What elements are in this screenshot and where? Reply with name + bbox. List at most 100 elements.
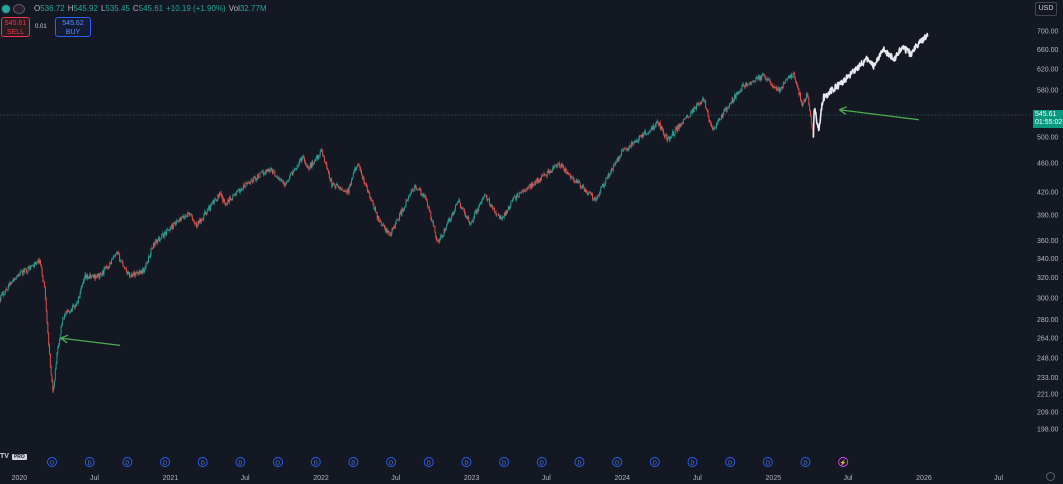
candle-body xyxy=(737,92,739,94)
candle-body xyxy=(146,262,148,264)
candle xyxy=(466,215,468,221)
candle-body xyxy=(776,86,778,91)
candle xyxy=(644,128,646,136)
candle xyxy=(262,169,263,174)
candle xyxy=(372,199,374,206)
candle-body xyxy=(233,195,235,196)
candle xyxy=(622,148,624,152)
candle-body xyxy=(415,185,417,189)
candle xyxy=(774,86,776,89)
candle xyxy=(747,84,749,88)
candle xyxy=(147,260,149,266)
candle-body xyxy=(243,184,244,189)
candle xyxy=(616,156,618,163)
candle xyxy=(44,281,46,289)
tradingview-logo[interactable]: TV PRO xyxy=(0,452,27,461)
candle xyxy=(516,193,518,203)
candle xyxy=(537,177,539,184)
sell-button[interactable]: 545.61 SELL xyxy=(1,17,30,37)
candle-body xyxy=(141,270,143,274)
candle-body xyxy=(23,270,25,273)
visibility-eye-icon[interactable] xyxy=(13,3,25,14)
candle xyxy=(587,190,589,196)
candle-body xyxy=(440,235,442,238)
candle-body xyxy=(418,188,420,190)
candle-body xyxy=(740,90,742,91)
candle-body xyxy=(635,140,637,143)
candle-body xyxy=(129,276,131,278)
candle xyxy=(189,212,191,217)
candle-body xyxy=(140,270,142,274)
candle xyxy=(451,213,452,222)
quantity-field[interactable]: 0.01 xyxy=(35,24,47,30)
candle xyxy=(3,293,5,296)
candle xyxy=(68,310,70,314)
candle-body xyxy=(739,91,740,93)
candle xyxy=(441,233,442,239)
candle xyxy=(460,205,462,210)
candle-body xyxy=(239,190,241,193)
marker-circle xyxy=(84,457,95,467)
candle-body xyxy=(285,183,287,187)
candle-body xyxy=(158,237,159,241)
candle xyxy=(342,186,343,191)
candle-body xyxy=(98,273,100,279)
candle-body xyxy=(472,220,474,222)
candle xyxy=(696,102,698,107)
y-tick-label: 460.00 xyxy=(1037,161,1059,168)
candle-body xyxy=(452,212,454,215)
candle xyxy=(563,164,565,172)
candle xyxy=(4,290,6,296)
candle-body xyxy=(252,180,253,182)
candle-body xyxy=(464,209,466,214)
candle xyxy=(16,275,17,281)
candle-body xyxy=(730,102,732,104)
candle xyxy=(272,169,274,175)
candle-body xyxy=(107,267,109,269)
candle-body xyxy=(87,274,88,279)
buy-button[interactable]: 545.62 BUY xyxy=(55,17,91,37)
candle-body xyxy=(560,164,562,168)
candle-body xyxy=(337,184,339,186)
candle-body xyxy=(611,168,613,171)
candle xyxy=(479,202,480,208)
dividend-marker: D xyxy=(762,457,773,467)
candle xyxy=(397,218,399,221)
candle xyxy=(615,160,617,167)
candle-body xyxy=(794,73,796,80)
candle xyxy=(450,218,452,223)
candle-body xyxy=(705,100,707,108)
candle xyxy=(680,123,682,128)
candle-body xyxy=(497,214,499,215)
settings-gear-icon[interactable] xyxy=(1046,472,1055,481)
candle-body xyxy=(84,274,86,279)
candle xyxy=(304,159,306,166)
candle xyxy=(685,116,687,119)
candle-body xyxy=(80,288,82,293)
candle xyxy=(185,213,187,219)
candle xyxy=(420,187,422,197)
candle xyxy=(215,198,217,202)
currency-button[interactable]: USD xyxy=(1035,2,1057,16)
candle-body xyxy=(726,107,728,112)
candle xyxy=(534,181,536,186)
candle-body xyxy=(86,274,88,278)
candle xyxy=(777,86,778,92)
sell-label: SELL xyxy=(6,29,25,36)
candle-body xyxy=(696,104,698,110)
candle xyxy=(470,221,472,226)
candle xyxy=(375,211,377,214)
candle-body xyxy=(225,204,227,205)
candle-body xyxy=(564,168,566,172)
candle-body xyxy=(625,148,627,150)
candle-body xyxy=(201,219,203,221)
candle xyxy=(73,305,75,310)
candle-body xyxy=(331,179,333,187)
candle-body xyxy=(417,189,419,190)
candle xyxy=(648,131,650,135)
candle xyxy=(223,197,225,203)
candle-body xyxy=(65,311,67,315)
candle-body xyxy=(781,86,783,89)
candle xyxy=(427,199,428,209)
